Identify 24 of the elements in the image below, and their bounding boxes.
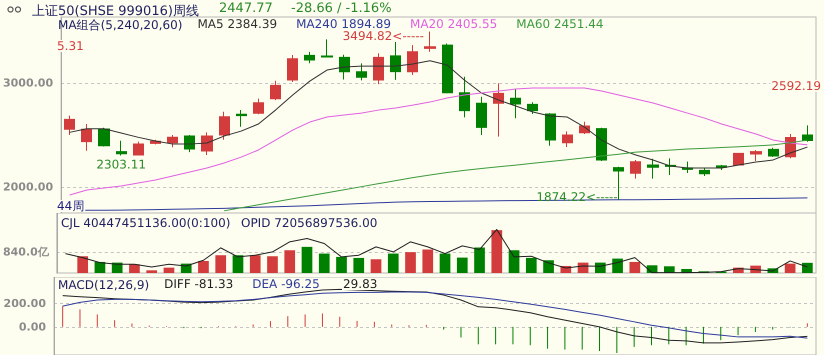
annotation: OPID 72056897536.00: [241, 216, 378, 230]
y-tick-label: 840.0亿: [2, 245, 50, 258]
annotation: CJL 40447451136.00(0:100): [61, 216, 230, 230]
text: MA20 2405.55: [410, 17, 498, 31]
y-tick-label: 2000.00: [2, 180, 54, 194]
y-tick-label: 0.00: [18, 320, 46, 334]
legend-title: MA组合(5,240,20,60): [58, 18, 182, 32]
annotation: 2303.11: [96, 157, 146, 172]
chart-title: 上证50(SHSE 999016)周线: [32, 4, 199, 19]
y-tick-label: 3000.00: [2, 76, 54, 90]
annotation: 3494.82<-----: [342, 29, 424, 43]
text: MA60 2451.44: [516, 17, 604, 31]
annotation: 2592.19: [771, 79, 821, 93]
text: MA240 1894.89: [296, 17, 391, 31]
text: -28.66 / -1.16%: [291, 1, 392, 16]
text: 2447.77: [219, 1, 273, 16]
y-tick-label: 200.00: [4, 296, 46, 310]
series-label: DIFF -81.33: [164, 277, 234, 291]
annotation: 5.31: [57, 39, 84, 53]
series-label: DEA -96.25: [252, 277, 320, 291]
text: MA5 2384.39: [197, 17, 278, 31]
legend-title: MACD(12,26,9): [58, 278, 150, 292]
annotation: 44周: [57, 199, 84, 213]
annotation: 29.83: [343, 277, 378, 291]
